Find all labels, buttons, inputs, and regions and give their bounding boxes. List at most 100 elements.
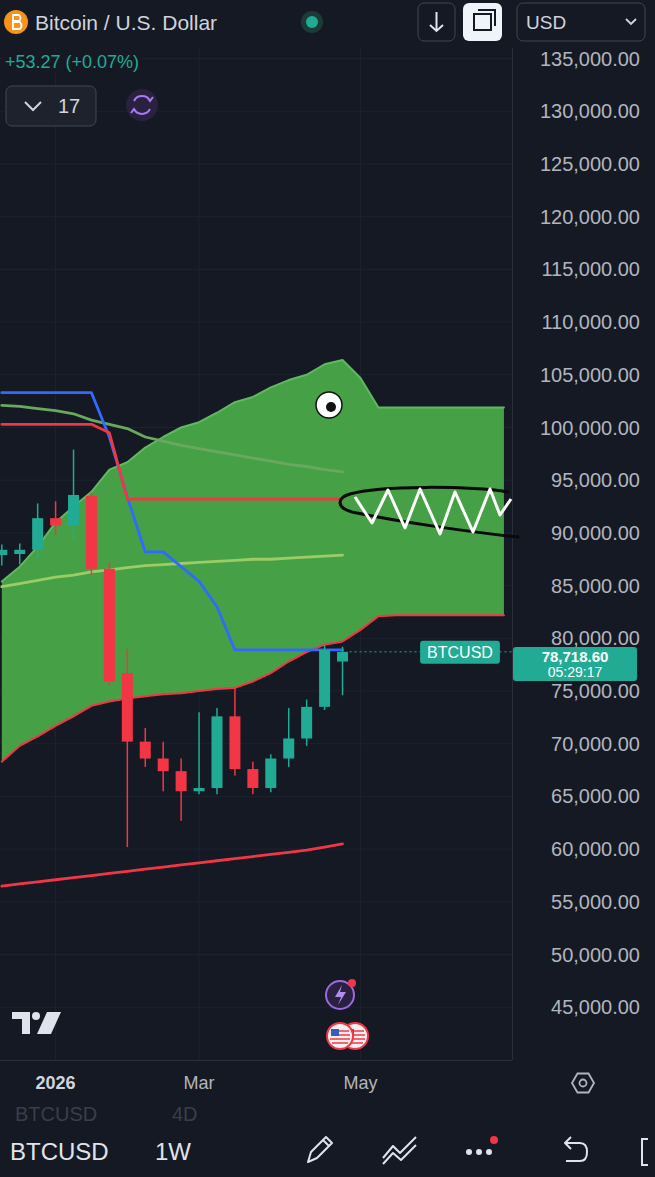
doodle	[316, 392, 518, 537]
toolbar-symbol[interactable]: BTCUSD	[10, 1138, 109, 1165]
y-tick-label: 90,000.00	[551, 522, 640, 544]
candle-body	[283, 738, 294, 758]
coin-icon	[4, 10, 28, 34]
candle-body	[50, 518, 61, 525]
header: Bitcoin / U.S. DollarUSD+53.27 (+0.07%)1…	[3, 3, 645, 126]
grid-line	[0, 796, 512, 797]
indicators-chevron	[25, 102, 41, 110]
compare-icon	[474, 10, 495, 30]
logo-part	[32, 1012, 40, 1020]
background	[0, 0, 655, 1177]
grid-line	[0, 743, 512, 744]
countdown: 05:29:17	[548, 664, 603, 680]
candle-body	[211, 716, 222, 788]
logo-part	[12, 1012, 30, 1034]
x-tick-label: Mar	[184, 1073, 215, 1093]
candle-body	[265, 759, 276, 789]
candle-body	[176, 771, 187, 791]
y-tick-label: 135,000.00	[540, 48, 640, 70]
y-tick-label: 110,000.00	[541, 311, 640, 333]
doodle-teeth	[355, 489, 511, 534]
doodle-pupil	[326, 402, 336, 412]
x-axis-line	[0, 1060, 512, 1061]
candle-body	[247, 769, 258, 788]
y-tick-label: 45,000.00	[551, 996, 640, 1018]
y-axis-labels: 45,000.0050,000.0055,000.0060,000.0065,0…	[540, 48, 640, 1019]
indicator-line	[2, 405, 343, 471]
undo-icon[interactable]	[565, 1137, 587, 1161]
y-tick-label: 65,000.00	[551, 785, 640, 807]
candle-body	[32, 518, 43, 550]
background-symbol: BTCUSD	[15, 1103, 97, 1125]
refresh-icon	[131, 96, 153, 114]
candle-body	[194, 788, 205, 791]
candle-body	[229, 716, 240, 769]
grid	[0, 48, 512, 1060]
background-interval: 4D	[172, 1103, 198, 1125]
x-axis-labels: 2026 Mar May	[36, 1073, 378, 1093]
candle-wick	[73, 450, 75, 540]
grid-line	[0, 216, 512, 217]
candle-body	[0, 550, 7, 555]
y-tick-label: 50,000.00	[551, 944, 640, 966]
y-tick-label: 75,000.00	[551, 680, 640, 702]
grid-line	[0, 849, 512, 850]
symbol-box	[420, 641, 500, 664]
y-tick-label: 115,000.00	[541, 258, 640, 280]
x-tick-label: 2026	[36, 1073, 76, 1093]
indicators-toggle[interactable]	[6, 86, 96, 126]
status-dot	[306, 16, 318, 28]
y-tick-label: 85,000.00	[551, 575, 640, 597]
candle-body	[319, 650, 330, 707]
indicator-line	[2, 844, 343, 886]
settings-icon[interactable]	[572, 1074, 594, 1093]
y-tick-label: 100,000.00	[540, 417, 640, 439]
y-tick-label: 60,000.00	[551, 838, 640, 860]
event-badge	[348, 979, 356, 987]
status-ring	[301, 11, 323, 33]
more-dot[interactable]	[466, 1149, 472, 1155]
compare-button[interactable]	[463, 3, 502, 41]
x-tick-label: May	[343, 1073, 377, 1093]
screen: 45,000.0050,000.0055,000.0060,000.0065,0…	[0, 0, 655, 1177]
candle-body	[14, 550, 25, 554]
download-icon	[430, 12, 443, 31]
toolbar: BTCUSD 4D BTCUSD 1W	[10, 1103, 648, 1165]
settings-icon-center	[580, 1080, 587, 1087]
chart-overlays	[12, 979, 594, 1093]
indicator-count: 17	[58, 95, 80, 117]
refresh-button[interactable]	[126, 89, 158, 121]
flag-stripes	[330, 1031, 350, 1043]
grid-line	[0, 1007, 512, 1008]
change-backdrop	[3, 51, 141, 73]
y-tick-label: 125,000.00	[540, 153, 640, 175]
flag-icon[interactable]	[327, 1023, 353, 1049]
doodle-eye	[316, 392, 342, 418]
candle-body	[86, 496, 97, 569]
price-box	[513, 647, 637, 681]
more-dot[interactable]	[476, 1149, 482, 1155]
candle-wick	[198, 712, 200, 794]
toolbar-interval[interactable]: 1W	[155, 1138, 191, 1165]
download-button[interactable]	[418, 3, 455, 41]
currency: USD	[526, 12, 566, 33]
y-tick-label: 120,000.00	[540, 206, 640, 228]
price-change: +53.27 (+0.07%)	[5, 52, 139, 72]
currency-select[interactable]	[517, 3, 645, 41]
plot-area	[0, 360, 512, 886]
draw-icon[interactable]	[308, 1137, 332, 1162]
grid-line	[0, 269, 512, 270]
price-label: 78,718.60	[542, 648, 609, 665]
y-tick-label: 105,000.00	[540, 364, 640, 386]
grid-line	[0, 163, 512, 164]
y-tick-label: 70,000.00	[551, 733, 640, 755]
grid-line	[0, 374, 512, 375]
currency-chevron	[626, 19, 636, 24]
grid-line	[0, 322, 512, 323]
indicators-icon[interactable]	[383, 1137, 416, 1164]
more-dot[interactable]	[486, 1149, 492, 1155]
doodle-mouth	[340, 487, 518, 537]
fullscreen-icon[interactable]	[642, 1139, 648, 1165]
logo-part	[37, 1012, 61, 1034]
candle-body	[122, 673, 133, 742]
